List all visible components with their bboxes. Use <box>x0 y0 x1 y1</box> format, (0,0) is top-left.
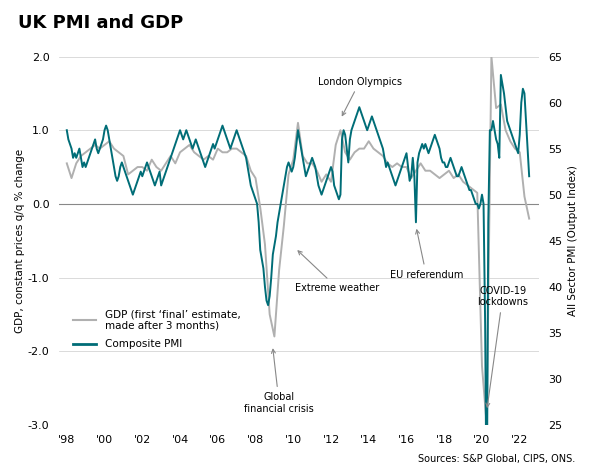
Text: Global
financial crisis: Global financial crisis <box>244 349 314 414</box>
Legend: GDP (first ‘final’ estimate,
made after 3 months), Composite PMI: GDP (first ‘final’ estimate, made after … <box>69 305 244 353</box>
Text: Extreme weather: Extreme weather <box>295 251 380 293</box>
Text: COVID-19
lockdowns: COVID-19 lockdowns <box>477 286 528 407</box>
Text: UK PMI and GDP: UK PMI and GDP <box>18 14 183 32</box>
Y-axis label: All Sector PMI (Output Index): All Sector PMI (Output Index) <box>568 165 578 316</box>
Text: EU referendum: EU referendum <box>390 230 463 280</box>
Text: London Olympics: London Olympics <box>318 76 402 115</box>
Text: Sources: S&P Global, CIPS, ONS.: Sources: S&P Global, CIPS, ONS. <box>418 454 575 464</box>
Y-axis label: GDP, constant prices q/q % change: GDP, constant prices q/q % change <box>15 149 25 333</box>
